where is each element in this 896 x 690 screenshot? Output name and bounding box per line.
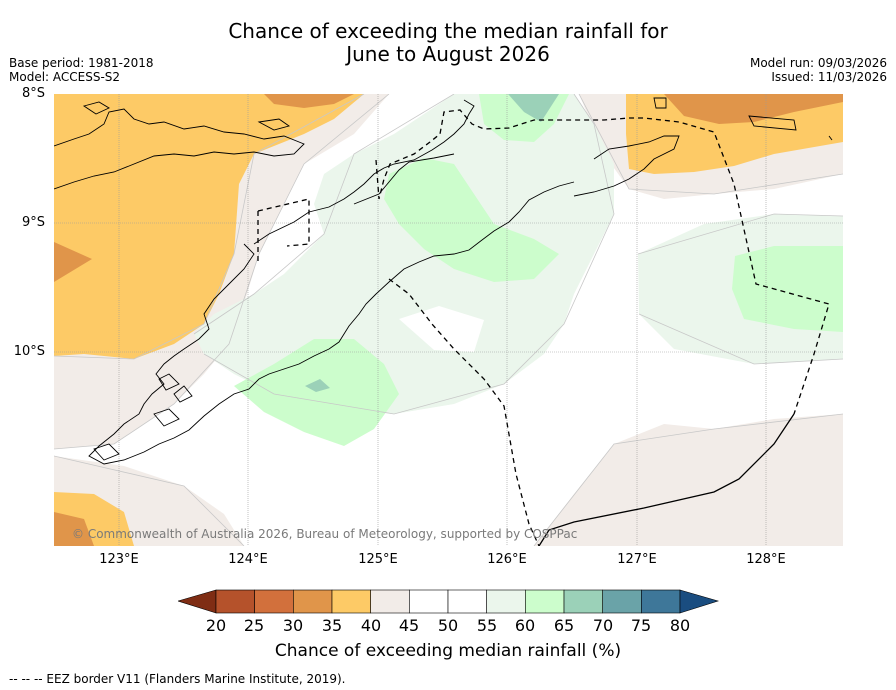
lon-label-127e: 127°E xyxy=(617,552,657,567)
colorbar-cell-20-25 xyxy=(215,589,255,614)
zone-30-35-north xyxy=(264,94,354,108)
colorbar-arrow-high xyxy=(679,589,720,614)
colorbar-tick-45: 45 xyxy=(398,616,420,635)
lon-label-123e: 123°E xyxy=(99,552,139,567)
meta-left: Base period: 1981-2018 Model: ACCESS-S2 xyxy=(9,56,154,84)
zone-60-65-south xyxy=(234,339,399,446)
colorbar-cell-45-50 xyxy=(409,589,449,614)
lon-label-124e: 124°E xyxy=(228,552,268,567)
zone-35-40-northeast xyxy=(626,94,843,174)
colorbar-cell-30-35 xyxy=(293,589,333,614)
title-line-1: Chance of exceeding the median rainfall … xyxy=(228,19,668,43)
lon-label-128e: 128°E xyxy=(746,552,786,567)
colorbar-tick-40: 40 xyxy=(360,616,382,635)
issued-date: Issued: 11/03/2026 xyxy=(771,70,887,84)
graticule xyxy=(54,94,843,546)
colorbar-tick-60: 60 xyxy=(514,616,536,635)
eez-border-solid xyxy=(538,413,795,546)
eez-footnote: -- -- -- EEZ border V11 (Flanders Marine… xyxy=(9,672,346,686)
chart-title: Chance of exceeding the median rainfall … xyxy=(0,20,896,66)
colorbar-tick-65: 65 xyxy=(553,616,575,635)
colorbar-cell-70-75 xyxy=(602,589,642,614)
model-name: Model: ACCESS-S2 xyxy=(9,70,121,84)
colorbar-label: Chance of exceeding median rainfall (%) xyxy=(274,641,622,661)
zone-30-35-southwest xyxy=(54,512,94,546)
colorbar-cell-40-45 xyxy=(370,589,410,614)
lat-label-9s: 9°S xyxy=(21,215,45,230)
colorbar-tick-25: 25 xyxy=(243,616,265,635)
contour-lines xyxy=(54,94,843,546)
lon-label-125e: 125°E xyxy=(358,552,398,567)
rainfall-map xyxy=(54,94,843,546)
copyright-text: © Commonwealth of Australia 2026, Bureau… xyxy=(72,527,578,541)
colorbar xyxy=(178,589,720,614)
colorbar-cell-25-30 xyxy=(254,589,294,614)
zone-white-pocket xyxy=(399,306,484,352)
zone-30-35-northeast xyxy=(664,94,843,124)
zone-65-70-south xyxy=(305,379,330,392)
colorbar-cell-35-40 xyxy=(331,589,371,614)
title-line-2: June to August 2026 xyxy=(346,42,550,66)
colorbar-tick-75: 75 xyxy=(630,616,652,635)
base-period: Base period: 1981-2018 xyxy=(9,56,154,70)
eez-borders xyxy=(257,109,830,546)
colorbar-tick-70: 70 xyxy=(592,616,614,635)
colorbar-cell-50-55 xyxy=(447,589,487,614)
colorbar-cell-65-70 xyxy=(563,589,603,614)
zone-30-35-west xyxy=(54,242,92,282)
zone-60-65-east xyxy=(732,246,843,332)
colorbar-tick-35: 35 xyxy=(321,616,343,635)
lon-label-126e: 126°E xyxy=(487,552,527,567)
colorbar-cell-55-60 xyxy=(486,589,526,614)
colorbar-tick-50: 50 xyxy=(437,616,459,635)
colorbar-cell-75-80 xyxy=(641,589,681,614)
zone-65-70-north xyxy=(508,94,559,122)
colorbar-tick-55: 55 xyxy=(476,616,498,635)
lat-label-10s: 10°S xyxy=(13,344,45,359)
colorbar-tick-20: 20 xyxy=(205,616,227,635)
meta-right: Model run: 09/03/2026 Issued: 11/03/2026 xyxy=(750,56,887,84)
colorbar-arrow-low xyxy=(178,589,217,614)
zone-60-65-central xyxy=(384,158,559,282)
colorbar-tick-30: 30 xyxy=(282,616,304,635)
zone-55-60-central xyxy=(194,94,614,414)
zone-35-40-west xyxy=(54,94,364,359)
colorbar-cell-60-65 xyxy=(525,589,565,614)
model-run: Model run: 09/03/2026 xyxy=(749,56,887,70)
lat-label-8s: 8°S xyxy=(21,86,45,101)
colorbar-tick-80: 80 xyxy=(669,616,691,635)
